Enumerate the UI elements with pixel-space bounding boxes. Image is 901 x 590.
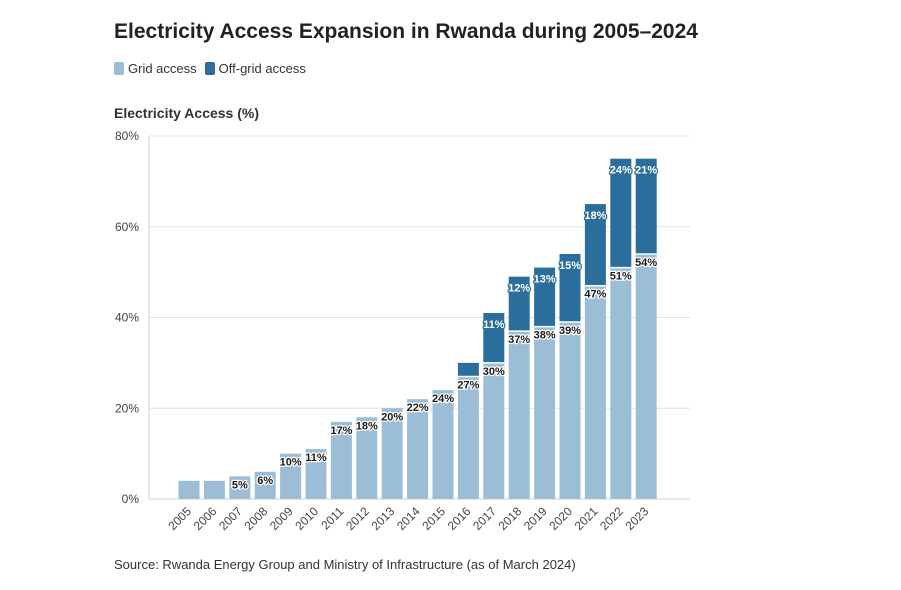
bar-label-offgrid: 12% [508, 283, 530, 295]
bar-grid-2006 [203, 480, 225, 499]
bar-offgrid-2022 [610, 158, 632, 268]
bar-label-grid: 38% [534, 330, 556, 342]
bar-label-grid: 20% [381, 411, 403, 423]
bar-grid-2016 [457, 376, 479, 499]
bar-grid-2014 [407, 399, 429, 499]
x-tick-label: 2006 [191, 504, 220, 533]
source-note: Source: Rwanda Energy Group and Ministry… [114, 557, 576, 572]
bar-label-offgrid: 11% [483, 319, 505, 331]
bar-label-grid: 6% [257, 475, 273, 487]
bar-grid-2022 [610, 267, 632, 499]
y-axis-title: Electricity Access (%) [114, 105, 259, 121]
bar-label-grid: 11% [305, 452, 327, 464]
x-tick-label: 2010 [292, 504, 321, 533]
bar-offgrid-2021 [584, 204, 606, 286]
x-tick-label: 2012 [343, 504, 372, 533]
bar-label-grid: 30% [483, 366, 505, 378]
bar-grid-2013 [381, 408, 403, 499]
legend-item-offgrid: Off-grid access [204, 61, 306, 76]
x-tick-label: 2008 [242, 504, 271, 533]
legend-swatch-offgrid [204, 62, 215, 75]
y-tick-label: 20% [115, 401, 139, 415]
x-tick-label: 2017 [470, 504, 499, 533]
x-tick-label: 2011 [318, 504, 346, 532]
bar-label-offgrid: 15% [559, 260, 581, 272]
bar-grid-2017 [483, 362, 505, 499]
bar-grid-2021 [584, 285, 606, 499]
bar-grid-2020 [559, 322, 581, 499]
bar-label-grid: 54% [635, 257, 657, 269]
bar-label-grid: 5% [232, 479, 248, 491]
bar-grid-2008 [254, 471, 276, 499]
bar-offgrid-2017 [483, 312, 505, 363]
bar-grid-2010 [305, 449, 327, 499]
x-tick-label: 2014 [394, 504, 423, 533]
y-tick-label: 80% [115, 129, 139, 143]
bar-label-grid: 47% [584, 289, 606, 301]
legend-label-offgrid: Off-grid access [218, 61, 306, 76]
bar-label-grid: 18% [356, 420, 378, 432]
legend-item-grid: Grid access [114, 61, 197, 76]
x-tick-label: 2015 [419, 504, 448, 533]
bar-grid-2007 [229, 476, 251, 499]
bar-grid-2019 [534, 326, 556, 499]
x-tick-label: 2013 [369, 504, 398, 533]
bar-grid-2015 [432, 390, 454, 499]
bar-offgrid-2020 [559, 253, 581, 323]
bar-label-offgrid: 18% [584, 210, 606, 222]
x-tick-label: 2009 [267, 504, 296, 533]
x-tick-label: 2020 [546, 504, 575, 533]
bar-label-grid: 10% [280, 457, 302, 469]
chart-title: Electricity Access Expansion in Rwanda d… [114, 20, 698, 43]
bar-label-grid: 27% [457, 379, 479, 391]
bar-offgrid-2016 [457, 362, 479, 377]
bar-label-grid: 39% [559, 325, 581, 337]
legend-swatch-grid [114, 62, 124, 75]
x-tick-label: 2007 [216, 504, 245, 533]
y-tick-label: 0% [122, 492, 140, 506]
bar-grid-2005 [178, 480, 200, 499]
bar-label-offgrid: 13% [534, 274, 556, 286]
x-tick-label: 2016 [445, 504, 474, 533]
x-tick-label: 2018 [496, 504, 525, 533]
bar-label-offgrid: 21% [635, 165, 657, 177]
bar-offgrid-2018 [508, 276, 530, 332]
legend: Grid access Off-grid access [114, 61, 314, 76]
bar-label-grid: 17% [330, 425, 352, 437]
x-tick-label: 2022 [597, 504, 626, 533]
bar-label-grid: 51% [610, 271, 632, 283]
legend-label-grid: Grid access [128, 61, 197, 76]
bar-grid-2012 [356, 417, 378, 499]
x-tick-label: 2021 [572, 504, 601, 533]
bar-grid-2018 [508, 331, 530, 499]
bar-grid-2023 [635, 253, 657, 499]
x-tick-label: 2019 [521, 504, 550, 533]
bar-offgrid-2023 [635, 158, 657, 254]
bar-label-grid: 37% [508, 334, 530, 346]
bar-label-offgrid: 24% [610, 165, 632, 177]
bar-offgrid-2019 [534, 267, 556, 327]
bar-grid-2011 [330, 421, 352, 499]
bar-label-grid: 22% [407, 402, 429, 414]
bar-grid-2009 [280, 453, 302, 499]
bar-label-grid: 24% [432, 393, 454, 405]
y-tick-label: 40% [115, 311, 139, 325]
x-tick-label: 2005 [165, 504, 194, 533]
x-tick-label: 2023 [623, 504, 652, 533]
y-tick-label: 60% [115, 220, 139, 234]
